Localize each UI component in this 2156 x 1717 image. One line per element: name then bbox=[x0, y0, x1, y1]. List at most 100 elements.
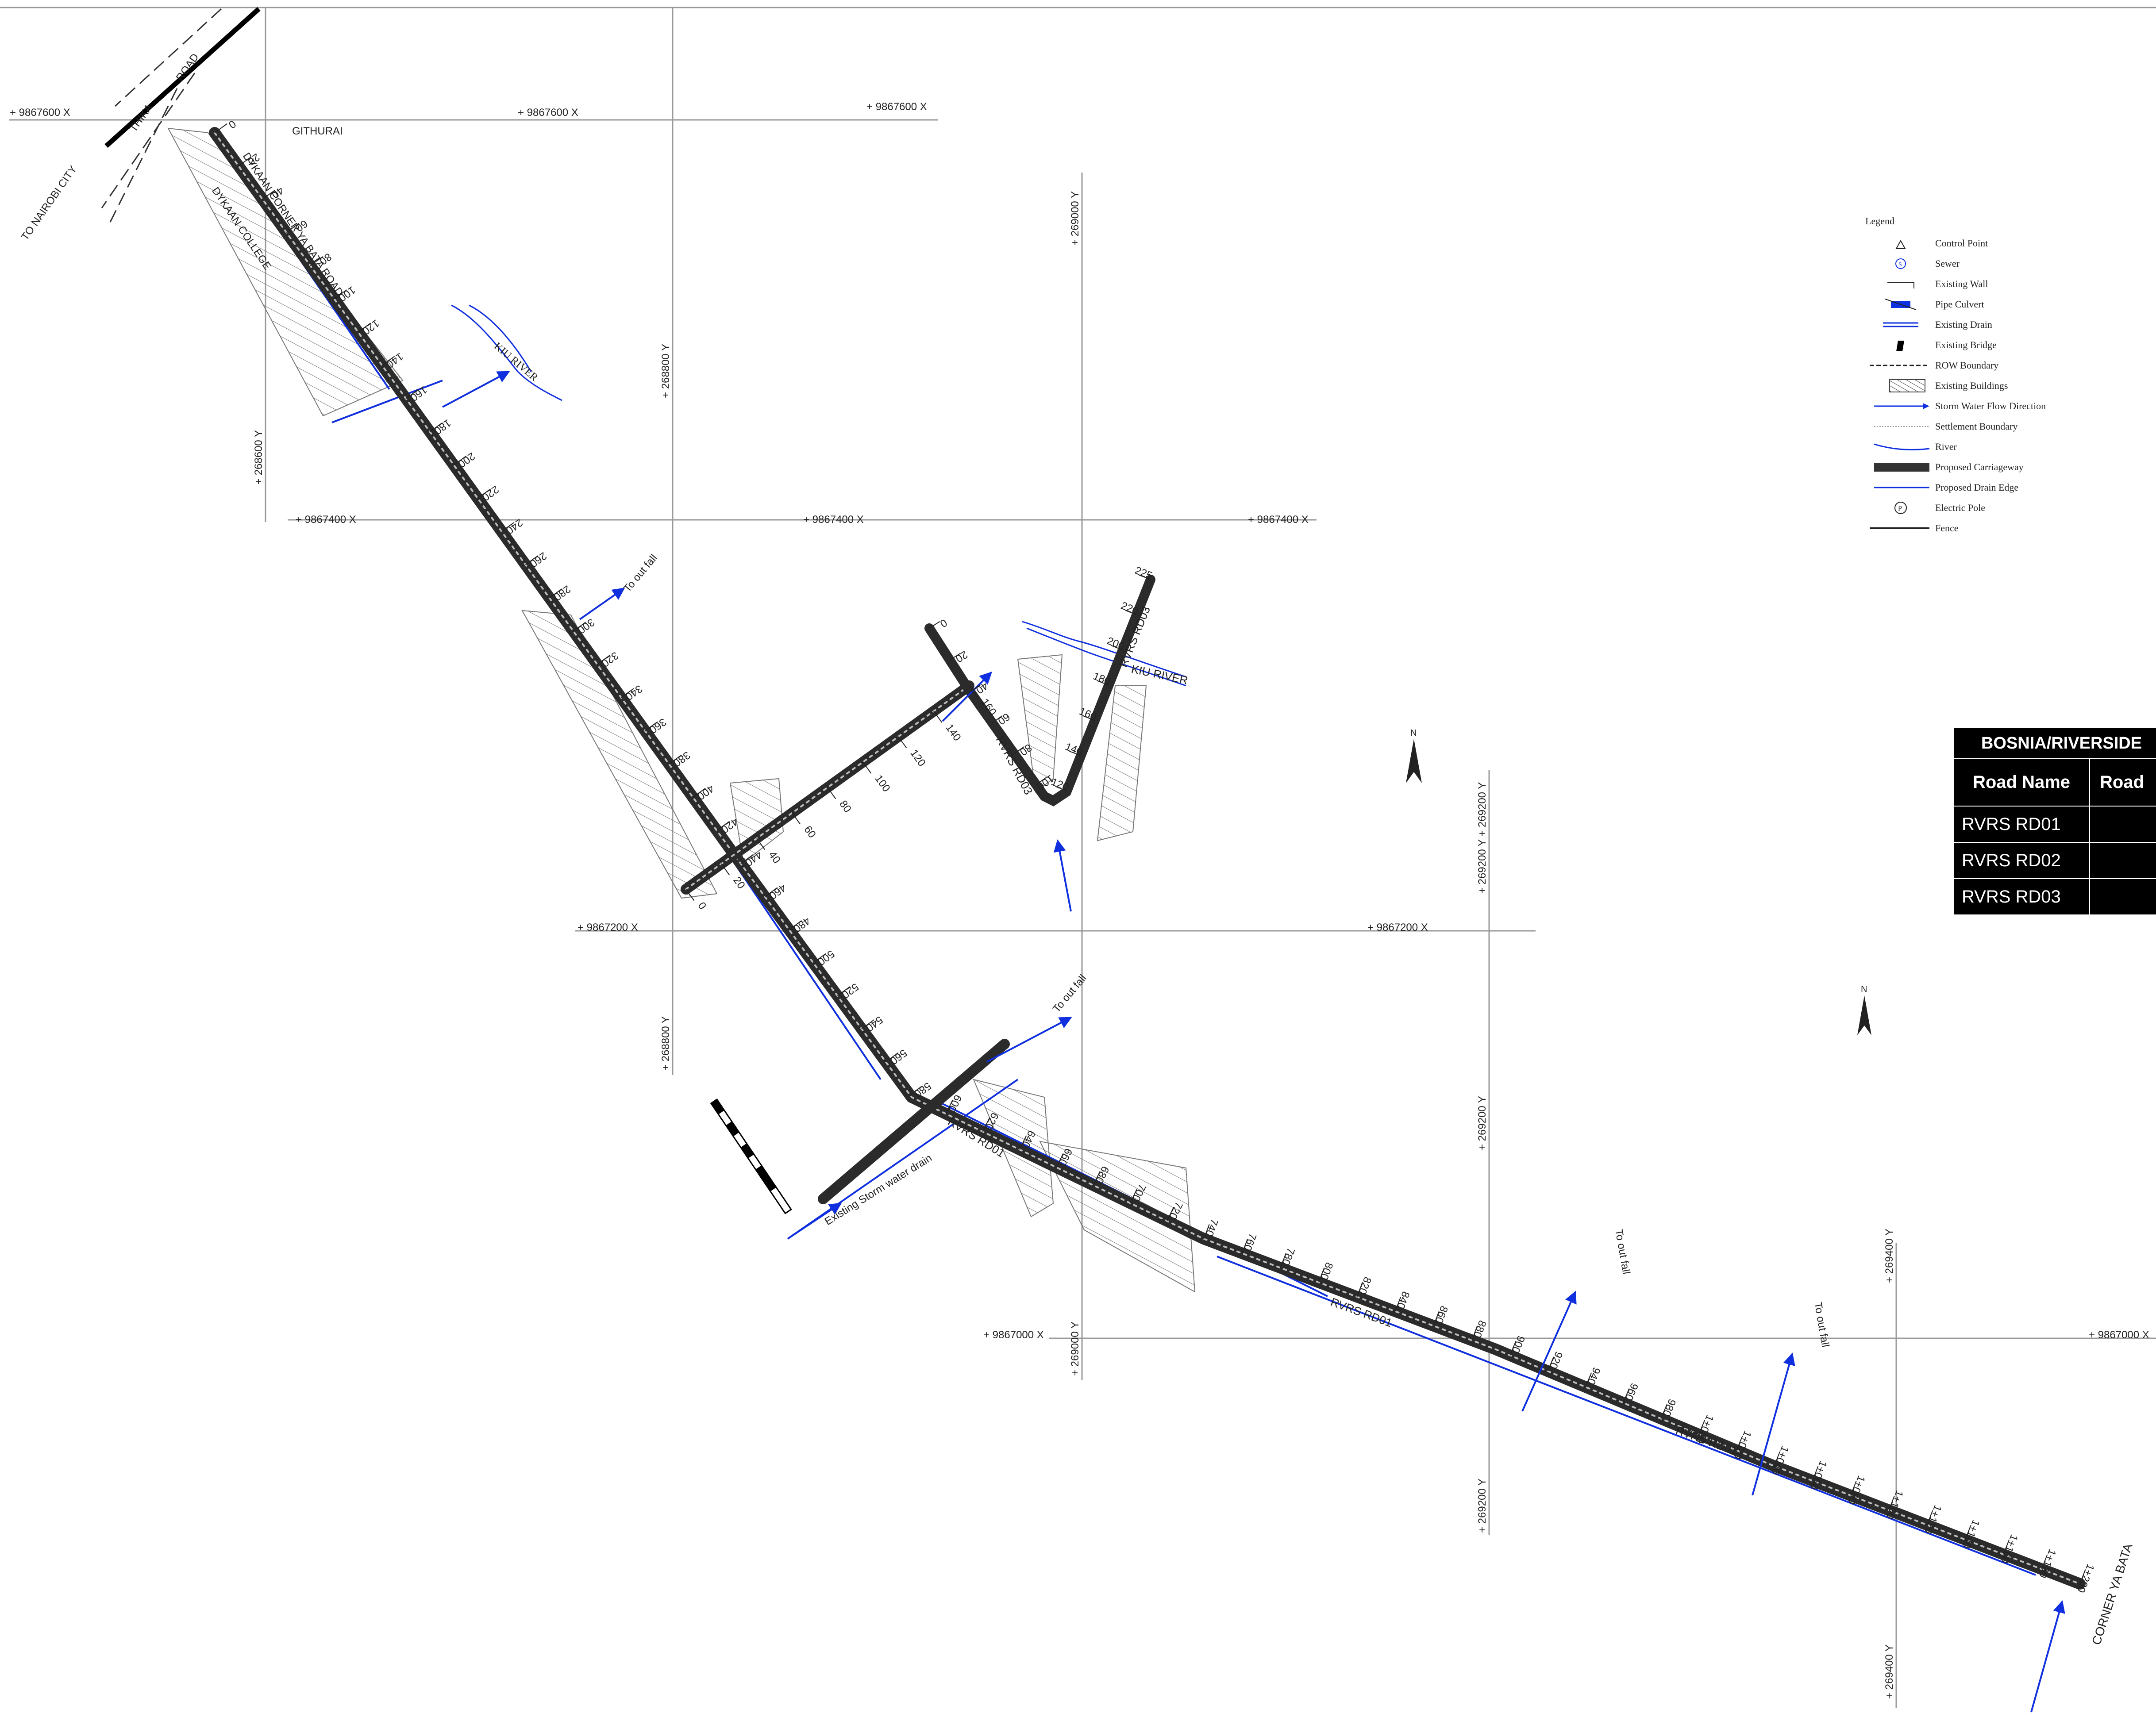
legend-label: Existing Drain bbox=[1935, 319, 1992, 330]
chainage-tick bbox=[1850, 1481, 1857, 1496]
chainage-tick bbox=[405, 389, 419, 399]
table-row: RVRS RD03 bbox=[1954, 879, 2156, 915]
chainage-tick bbox=[501, 522, 515, 532]
legend-item: Existing Drain bbox=[1865, 315, 2095, 335]
storm-flow-arrows bbox=[442, 371, 2065, 1713]
chainage-tick bbox=[764, 887, 778, 897]
table-header-cell: Road bbox=[2100, 772, 2144, 792]
legend-label: River bbox=[1935, 441, 1957, 452]
chainage-tick bbox=[970, 684, 981, 692]
svg-text:S: S bbox=[1898, 261, 1902, 268]
chainage-label: 120 bbox=[908, 747, 928, 768]
chainage-tick bbox=[381, 356, 395, 366]
chainage-tick bbox=[982, 1118, 990, 1132]
chainage-tick bbox=[992, 715, 1003, 723]
legend-item: Storm Water Flow Direction bbox=[1865, 396, 2095, 416]
chainage-tick bbox=[1509, 1341, 1517, 1356]
chainage-tick bbox=[685, 889, 695, 901]
flow-arrow-icon bbox=[1874, 403, 1929, 409]
chainage-tick bbox=[1019, 1135, 1027, 1150]
grid-x-label: + 9867600 X bbox=[518, 107, 578, 119]
table-cell: RVRS RD02 bbox=[1954, 843, 2090, 878]
chainage-label: 60 bbox=[801, 824, 818, 840]
chainage-label: 140 bbox=[943, 722, 963, 743]
legend-label: Existing Buildings bbox=[1935, 380, 2008, 391]
grid-x-label: + 9867400 X bbox=[1248, 514, 1309, 526]
thika-road bbox=[101, 7, 261, 226]
chainage-tick bbox=[949, 653, 961, 661]
table-cell bbox=[2090, 807, 2156, 842]
legend-label: Existing Wall bbox=[1935, 278, 1988, 289]
chainage-tick bbox=[1547, 1356, 1554, 1371]
chainage-tick bbox=[525, 555, 539, 565]
table-header: Road Name Road bbox=[1954, 759, 2156, 807]
legend-label: Fence bbox=[1935, 522, 1959, 534]
grid-y-label: + 269400 Y bbox=[1883, 1229, 1895, 1283]
place-labels: TO NAIROBI CITY THIKA ROAD GITHURAI DYKA… bbox=[19, 51, 2135, 1647]
chainage-tick bbox=[756, 838, 766, 850]
place-label: TO NAIROBI CITY bbox=[19, 163, 80, 242]
chainage-tick bbox=[1111, 645, 1123, 651]
river-icon bbox=[1874, 443, 1930, 450]
table-title: BOSNIA/RIVERSIDE bbox=[1954, 728, 2156, 759]
settlement-icon bbox=[1874, 426, 1929, 427]
chainage-tick bbox=[1774, 1451, 1780, 1466]
chainage-tick bbox=[933, 711, 943, 723]
chainage-tick bbox=[721, 863, 730, 876]
legend-item: Existing Wall bbox=[1865, 274, 2095, 294]
grid-y-label: + 269000 Y bbox=[1069, 191, 1081, 246]
grid-x-labels: + 9867600 X + 9867600 X + 9867600 X + 98… bbox=[10, 101, 2149, 1341]
legend-item: ROW Boundary bbox=[1865, 355, 2095, 376]
chainage-tick bbox=[716, 821, 730, 831]
grid-x-label: + 9867000 X bbox=[983, 1329, 1044, 1341]
place-label: CORNER YA BATA bbox=[2089, 1542, 2135, 1647]
chainage-tick bbox=[740, 854, 754, 864]
wall-icon bbox=[1887, 282, 1914, 288]
svg-text:N: N bbox=[1861, 984, 1867, 994]
bridge-icon bbox=[1896, 341, 1904, 351]
legend-label: Existing Bridge bbox=[1935, 339, 1997, 350]
chainage-tick bbox=[214, 123, 227, 133]
grid-x-label: + 9867400 X bbox=[296, 514, 356, 526]
row-boundary-icon bbox=[1870, 365, 1927, 366]
table-cell: RVRS RD03 bbox=[1954, 879, 2090, 914]
chainage-tick bbox=[262, 189, 276, 200]
place-label: THIKA bbox=[127, 102, 155, 134]
chainage-label: 100 bbox=[872, 773, 892, 794]
chainage-tick bbox=[898, 736, 907, 749]
chainage-tick bbox=[453, 455, 467, 465]
grid-y-label: + 269400 Y bbox=[1883, 1644, 1895, 1699]
chainage-tick bbox=[1623, 1388, 1630, 1403]
legend-item: River bbox=[1865, 437, 2095, 457]
proposed-drains bbox=[212, 132, 2036, 1576]
chainage-tick bbox=[1471, 1325, 1478, 1341]
chainage-tick bbox=[792, 812, 801, 825]
drain-edge-icon bbox=[1874, 487, 1929, 488]
grid-x-label: + 9867000 X bbox=[2089, 1329, 2149, 1341]
legend-label: Sewer bbox=[1935, 258, 1960, 269]
grid-y-labels: + 268600 Y + 268800 Y + 269000 Y + 26920… bbox=[253, 191, 1895, 1699]
chainage-tick bbox=[1698, 1420, 1706, 1435]
north-arrow-icon: N bbox=[1857, 984, 1871, 1035]
road-table: BOSNIA/RIVERSIDE Road Name Road RVRS RD0… bbox=[1954, 728, 2156, 915]
chainage-tick bbox=[1167, 1206, 1174, 1221]
chainage-tick bbox=[1318, 1268, 1325, 1283]
chainage-tick bbox=[334, 289, 347, 300]
grid-x-label: + 9867200 X bbox=[1367, 922, 1428, 933]
legend-label: Proposed Drain Edge bbox=[1935, 482, 2019, 493]
chainage-tick bbox=[669, 754, 682, 764]
chainage-tick bbox=[621, 688, 634, 698]
place-label: To out fall bbox=[1613, 1228, 1632, 1275]
legend-item: Fence bbox=[1865, 518, 2095, 538]
legend-label: Proposed Carriageway bbox=[1935, 461, 2024, 472]
chainage-tick bbox=[945, 1099, 953, 1114]
chainage-tick bbox=[1069, 750, 1081, 757]
legend-item: Proposed Drain Edge bbox=[1865, 477, 2095, 498]
rivers bbox=[451, 304, 1186, 687]
chainage-tick bbox=[1139, 574, 1151, 580]
chainage-tick bbox=[1280, 1253, 1286, 1268]
chainage-tick bbox=[549, 588, 562, 599]
chainage-label: 0 bbox=[938, 616, 949, 630]
control-point-icon bbox=[1895, 239, 1906, 249]
